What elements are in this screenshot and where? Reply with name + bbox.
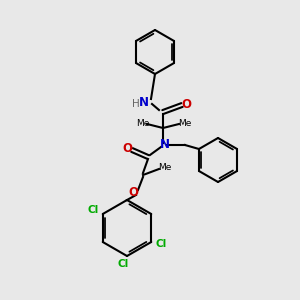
Text: Cl: Cl: [117, 259, 129, 269]
Text: Me: Me: [158, 163, 172, 172]
Text: N: N: [139, 95, 149, 109]
Text: O: O: [128, 185, 138, 199]
Text: H: H: [132, 99, 140, 109]
Text: O: O: [181, 98, 191, 112]
Text: Me: Me: [178, 118, 192, 127]
Text: N: N: [160, 139, 170, 152]
Text: Cl: Cl: [156, 239, 167, 249]
Text: O: O: [122, 142, 132, 154]
Text: Me: Me: [136, 118, 150, 127]
Text: Cl: Cl: [87, 205, 98, 215]
